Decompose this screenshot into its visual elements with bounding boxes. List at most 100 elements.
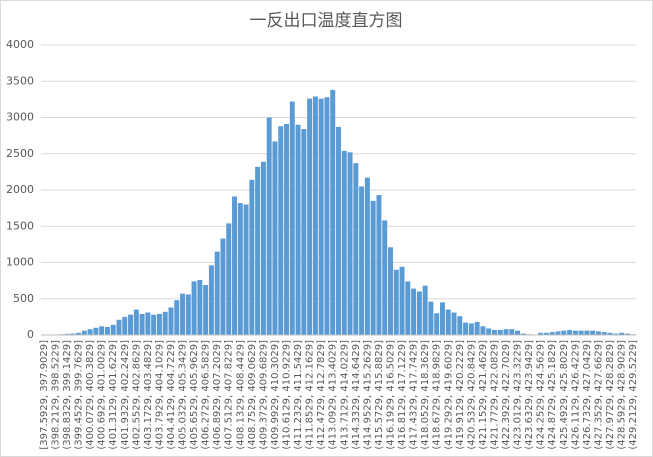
x-tick-label: (398.2129, 398.5229] bbox=[50, 340, 61, 450]
x-tick-label: (429.2129, 429.5229] bbox=[628, 340, 639, 450]
x-tick-label: (419.9129, 420.2229] bbox=[455, 340, 466, 450]
bar bbox=[607, 332, 613, 335]
y-tick-label: 1000 bbox=[6, 256, 34, 269]
x-tick-label: (409.9929, 410.3029] bbox=[270, 340, 281, 450]
bar bbox=[497, 329, 503, 335]
bar bbox=[567, 329, 573, 335]
x-tick-label: (410.6129, 410.9229] bbox=[282, 340, 293, 450]
bar bbox=[99, 326, 105, 335]
x-tick-label: (403.7929, 404.1029] bbox=[154, 340, 165, 450]
bar bbox=[457, 316, 463, 335]
bar bbox=[145, 312, 151, 335]
x-tick-label: (412.4729, 412.7829] bbox=[316, 340, 327, 450]
bar bbox=[463, 322, 469, 335]
x-tick-label: (400.6929, 401.0029] bbox=[97, 340, 108, 450]
bar bbox=[214, 251, 220, 335]
x-tick-label: (414.3329, 414.6429] bbox=[351, 340, 362, 450]
bar bbox=[208, 265, 214, 335]
bar bbox=[624, 333, 630, 335]
x-tick-label: (408.7529, 409.0629] bbox=[247, 340, 258, 450]
bar bbox=[353, 163, 359, 335]
bar bbox=[122, 316, 128, 335]
bar bbox=[422, 285, 428, 335]
x-tick-label: (405.6529, 405.9629] bbox=[189, 340, 200, 450]
bar bbox=[301, 129, 307, 335]
x-tick-label: (411.2329, 411.5429] bbox=[293, 340, 304, 450]
chart-title: 一反出口温度直方图 bbox=[250, 11, 403, 31]
bar bbox=[584, 330, 590, 335]
bar bbox=[260, 161, 266, 335]
bar bbox=[266, 117, 272, 335]
bar bbox=[399, 266, 405, 335]
bar bbox=[139, 313, 145, 335]
x-tick-label: (423.0129, 423.3229] bbox=[513, 340, 524, 450]
y-tick-label: 3000 bbox=[6, 111, 34, 124]
bar bbox=[307, 98, 313, 336]
y-tick-label: 2500 bbox=[6, 147, 34, 160]
x-tick-label: (420.5329, 420.8429] bbox=[466, 340, 477, 450]
x-tick-label: (404.4129, 404.7229] bbox=[166, 340, 177, 450]
bar bbox=[168, 307, 174, 335]
bar bbox=[341, 150, 347, 335]
bar bbox=[237, 203, 243, 335]
bar bbox=[347, 152, 353, 335]
bar bbox=[162, 311, 168, 335]
bar bbox=[272, 141, 278, 335]
y-tick-label: 4000 bbox=[6, 38, 34, 51]
x-tick-label: (405.0329, 405.3429] bbox=[178, 340, 189, 450]
x-tick-label: (428.5929, 428.9029] bbox=[617, 340, 628, 450]
bar bbox=[284, 124, 289, 336]
x-tick-label: (402.5529, 402.8629] bbox=[131, 340, 142, 450]
bar bbox=[416, 291, 422, 335]
bar bbox=[601, 332, 607, 335]
bar bbox=[203, 284, 209, 335]
bar bbox=[151, 314, 157, 335]
x-tick-label: (419.2929, 419.6029] bbox=[443, 340, 454, 450]
bar bbox=[249, 179, 255, 335]
bar bbox=[613, 333, 619, 335]
bar bbox=[76, 332, 82, 335]
x-tick-label: (424.2529, 424.5629] bbox=[536, 340, 547, 450]
bar bbox=[382, 220, 388, 335]
bar bbox=[619, 332, 625, 335]
bar bbox=[87, 329, 93, 335]
bar bbox=[226, 223, 232, 335]
bar bbox=[578, 330, 584, 335]
bar bbox=[116, 319, 122, 335]
bar bbox=[439, 302, 445, 335]
x-tick-label: (418.0529, 418.3629] bbox=[420, 340, 431, 450]
x-tick-label: (421.7729, 422.0829] bbox=[489, 340, 500, 450]
bar bbox=[156, 313, 162, 335]
x-tick-label: (426.7329, 427.0429] bbox=[582, 340, 593, 450]
bar bbox=[595, 331, 601, 335]
x-tick-label: (399.4529, 399.7629] bbox=[74, 340, 85, 450]
bar bbox=[468, 323, 474, 335]
bar bbox=[359, 186, 365, 335]
bar bbox=[295, 124, 301, 335]
bar bbox=[451, 312, 457, 335]
x-tick-label: (406.8929, 407.2029] bbox=[212, 340, 223, 450]
bar bbox=[370, 200, 376, 335]
bar bbox=[590, 330, 596, 335]
x-tick-label: (427.3529, 427.6629] bbox=[593, 340, 604, 450]
bar bbox=[486, 328, 492, 335]
x-tick-label: (427.9729, 428.2829] bbox=[605, 340, 616, 450]
x-tick-label: (425.4929, 425.8029] bbox=[559, 340, 570, 450]
bar bbox=[538, 332, 544, 335]
bar bbox=[324, 97, 330, 335]
y-tick-label: 2000 bbox=[6, 183, 34, 196]
x-tick-label: (401.9329, 402.2429] bbox=[120, 340, 131, 450]
bar bbox=[312, 96, 318, 335]
bar bbox=[561, 330, 567, 335]
bar bbox=[480, 326, 486, 335]
y-tick-label: 3500 bbox=[6, 74, 34, 87]
bar bbox=[364, 177, 370, 335]
bar bbox=[434, 313, 440, 335]
x-tick-label: (418.6729, 418.9829] bbox=[432, 340, 443, 450]
bar bbox=[405, 281, 411, 335]
bar bbox=[520, 333, 526, 335]
x-tick-label: (416.8129, 417.1229] bbox=[397, 340, 408, 450]
bar bbox=[197, 279, 203, 335]
bar bbox=[549, 332, 555, 335]
bar bbox=[330, 89, 336, 335]
